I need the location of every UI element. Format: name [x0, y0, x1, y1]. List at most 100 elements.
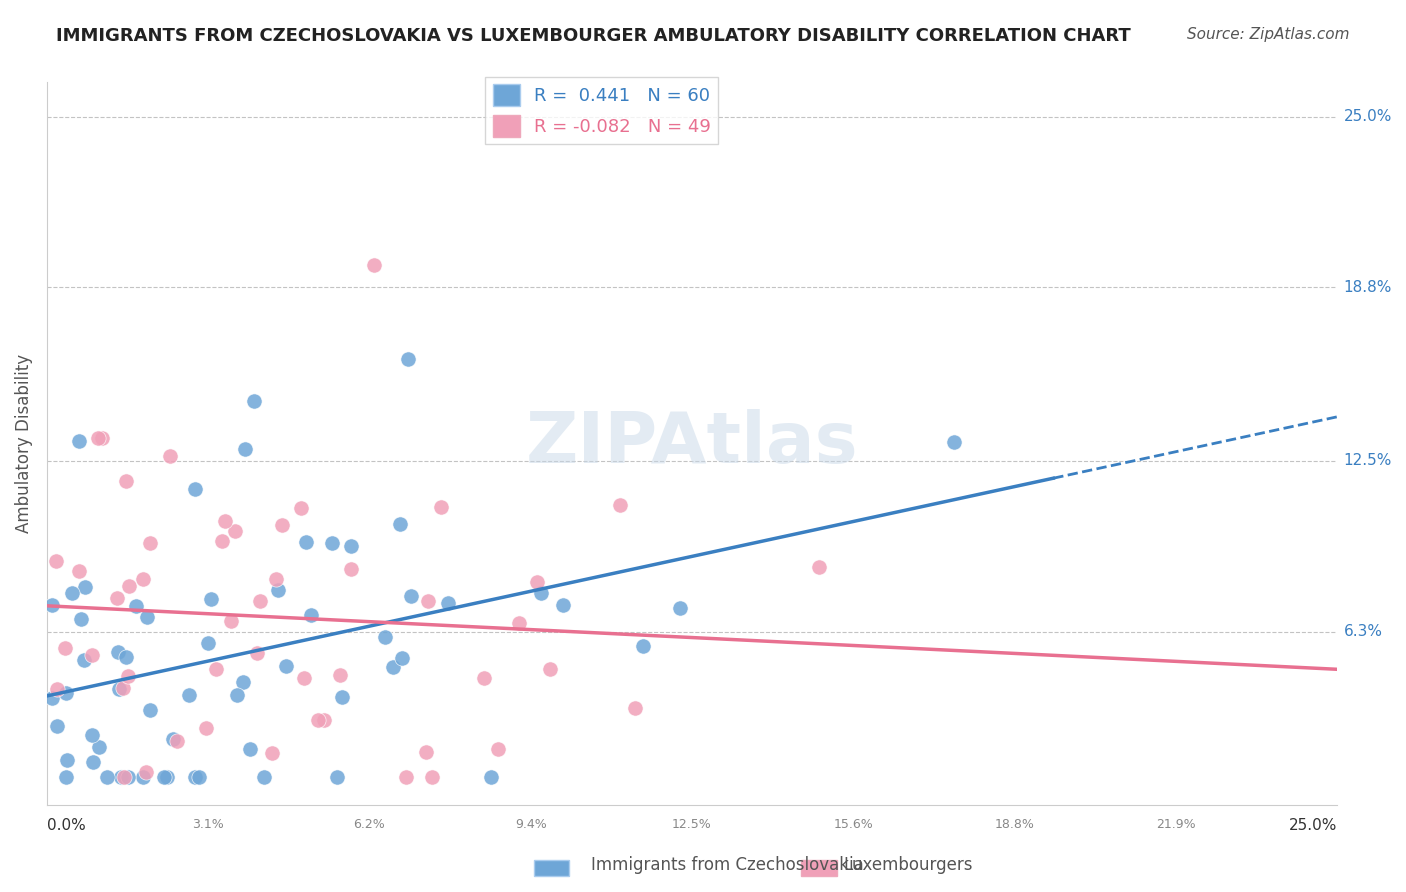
Point — [363, 258, 385, 272]
Point — [290, 500, 312, 515]
Point — [246, 646, 269, 660]
Point — [264, 572, 287, 586]
Point — [112, 771, 135, 785]
Text: ZIPAtlas: ZIPAtlas — [526, 409, 858, 478]
Point — [188, 771, 211, 785]
Point — [221, 614, 243, 628]
Point — [45, 682, 67, 697]
Point — [274, 658, 297, 673]
Point — [179, 689, 201, 703]
Point — [538, 662, 561, 676]
Point — [125, 599, 148, 614]
Point — [108, 682, 131, 697]
Point — [399, 589, 422, 603]
Point — [41, 598, 63, 612]
Point — [156, 771, 179, 785]
Point — [669, 600, 692, 615]
Point — [329, 668, 352, 682]
Point — [225, 688, 247, 702]
Point — [107, 591, 129, 606]
Point — [391, 650, 413, 665]
Point — [132, 771, 155, 785]
Point — [41, 690, 63, 705]
Point — [631, 639, 654, 653]
Text: Luxembourgers: Luxembourgers — [844, 856, 973, 874]
Point — [330, 690, 353, 704]
Point — [115, 475, 138, 489]
Point — [396, 351, 419, 366]
Point — [481, 771, 503, 785]
Point — [294, 535, 316, 549]
Point — [807, 560, 830, 574]
Point — [253, 771, 276, 785]
Point — [416, 594, 439, 608]
Text: 12.5%: 12.5% — [1344, 453, 1392, 468]
Text: 9.4%: 9.4% — [515, 818, 547, 831]
Point — [214, 515, 236, 529]
Point — [239, 742, 262, 756]
Point — [326, 771, 349, 785]
Point — [437, 596, 460, 610]
Text: 18.8%: 18.8% — [994, 818, 1035, 831]
Point — [117, 669, 139, 683]
Point — [211, 533, 233, 548]
Point — [139, 536, 162, 550]
Point — [262, 746, 284, 760]
Text: 25.0%: 25.0% — [1344, 109, 1392, 124]
Point — [184, 482, 207, 496]
Point — [312, 713, 335, 727]
Text: Immigrants from Czechoslovakia: Immigrants from Czechoslovakia — [591, 856, 863, 874]
Point — [45, 719, 67, 733]
Point — [117, 771, 139, 785]
Point — [249, 594, 271, 608]
Point — [420, 771, 443, 785]
Point — [53, 641, 76, 656]
Point — [73, 653, 96, 667]
Point — [107, 644, 129, 658]
Point — [132, 573, 155, 587]
Legend: R =  0.441   N = 60, R = -0.082   N = 49: R = 0.441 N = 60, R = -0.082 N = 49 — [485, 77, 718, 145]
Text: Source: ZipAtlas.com: Source: ZipAtlas.com — [1187, 27, 1350, 42]
Point — [82, 756, 104, 770]
Text: 18.8%: 18.8% — [1344, 280, 1392, 295]
Point — [292, 671, 315, 685]
Point — [87, 431, 110, 445]
Point — [374, 630, 396, 644]
Point — [45, 554, 67, 568]
Point — [115, 649, 138, 664]
Point — [235, 442, 257, 456]
Text: IMMIGRANTS FROM CZECHOSLOVAKIA VS LUXEMBOURGER AMBULATORY DISABILITY CORRELATION: IMMIGRANTS FROM CZECHOSLOVAKIA VS LUXEMB… — [56, 27, 1130, 45]
Point — [55, 685, 77, 699]
Point — [82, 728, 104, 742]
Point — [624, 701, 647, 715]
Point — [530, 585, 553, 599]
Point — [56, 753, 79, 767]
Point — [135, 764, 157, 779]
Y-axis label: Ambulatory Disability: Ambulatory Disability — [15, 354, 32, 533]
Point — [224, 524, 246, 538]
Point — [75, 580, 97, 594]
Text: 6.2%: 6.2% — [353, 818, 385, 831]
Point — [136, 609, 159, 624]
Point — [69, 612, 91, 626]
Point — [526, 574, 548, 589]
Point — [551, 598, 574, 612]
Point — [195, 721, 218, 735]
Point — [197, 636, 219, 650]
Point — [184, 771, 207, 785]
Point — [243, 394, 266, 409]
Point — [339, 562, 361, 576]
Point — [96, 771, 118, 785]
Point — [91, 431, 114, 445]
Point — [271, 518, 294, 533]
Point — [110, 771, 132, 785]
Point — [82, 648, 104, 663]
Point — [430, 500, 453, 514]
Point — [389, 517, 412, 532]
Text: 21.9%: 21.9% — [1156, 818, 1195, 831]
Point — [340, 539, 363, 553]
Point — [205, 663, 228, 677]
Point — [609, 499, 631, 513]
Point — [162, 732, 184, 747]
Point — [307, 713, 329, 727]
